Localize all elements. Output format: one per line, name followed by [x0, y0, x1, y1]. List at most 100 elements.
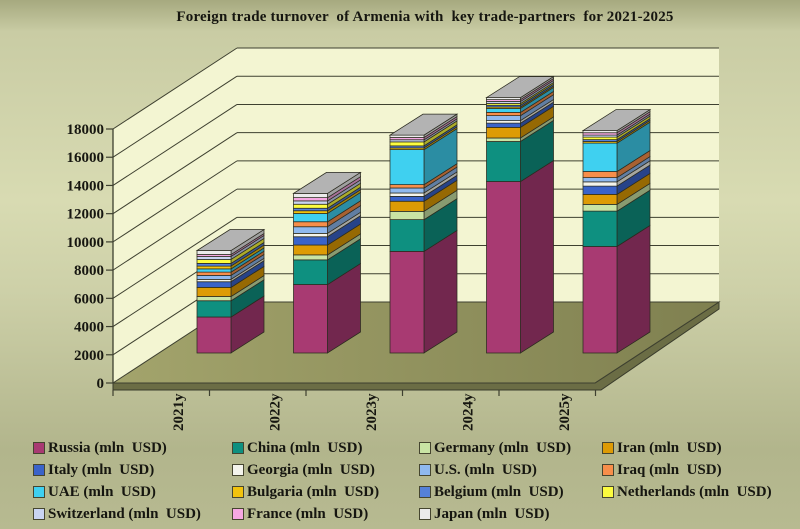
bar-segment-netherlands-2022y[interactable]	[293, 203, 328, 209]
legend-item-bulgaria[interactable]: Bulgaria (mln USD)	[232, 481, 419, 503]
bar-segment-germany-2024y[interactable]	[486, 137, 521, 142]
legend-item-iraq[interactable]: Iraq (mln USD)	[602, 459, 796, 481]
bar-segment-side-russia-2024y[interactable]	[520, 159, 554, 354]
bar-top-2021y[interactable]	[195, 229, 266, 251]
bar-segment-u.s.-2023y[interactable]	[389, 187, 425, 194]
bar-segment-italy-2025y[interactable]	[582, 185, 618, 195]
bar-segment-uae-2025y[interactable]	[582, 142, 618, 172]
bar-segment-russia-2023y[interactable]	[389, 251, 425, 354]
legend-item-russia[interactable]: Russia (mln USD)	[33, 437, 232, 459]
legend-item-us[interactable]: U.S. (mln USD)	[419, 459, 602, 481]
legend-swatch-france	[232, 508, 244, 520]
bar-segment-iraq-2024y[interactable]	[486, 112, 521, 117]
bar-segment-russia-2024y[interactable]	[486, 181, 521, 354]
bar-segment-italy-2022y[interactable]	[293, 236, 328, 246]
y-axis-label: 14000	[67, 178, 105, 194]
bar-segment-germany-2025y[interactable]	[582, 204, 618, 212]
bar-segment-italy-2023y[interactable]	[389, 195, 425, 202]
bar-segment-uae-2022y[interactable]	[293, 213, 328, 223]
bar-segment-iran-2024y[interactable]	[486, 126, 521, 139]
bar-segment-belgium-2022y[interactable]	[293, 207, 328, 212]
bar-segment-iran-2022y[interactable]	[293, 244, 328, 256]
legend-item-uae[interactable]: UAE (mln USD)	[33, 481, 232, 503]
bar-segment-iraq-2022y[interactable]	[293, 221, 328, 228]
bar-segment-italy-2021y[interactable]	[196, 281, 232, 288]
bar-segment-switzerland-2021y[interactable]	[196, 256, 232, 260]
legend-swatch-italy	[33, 464, 45, 476]
legend-item-italy[interactable]: Italy (mln USD)	[33, 459, 232, 481]
bar-segment-georgia-2024y[interactable]	[486, 120, 521, 124]
bar-top-2022y[interactable]	[292, 172, 362, 194]
bar-segment-uae-2023y[interactable]	[389, 149, 425, 186]
bar-top-2024y[interactable]	[485, 76, 555, 98]
bar-segment-iran-2025y[interactable]	[582, 194, 618, 205]
bar-segment-china-2022y[interactable]	[293, 259, 328, 285]
bar-top-2023y[interactable]	[388, 113, 459, 136]
legend-item-belgium[interactable]: Belgium (mln USD)	[419, 481, 602, 503]
bar-segment-side-russia-2023y[interactable]	[423, 229, 458, 354]
legend-item-france[interactable]: France (mln USD)	[232, 503, 419, 525]
bar-segment-u.s.-2022y[interactable]	[293, 226, 328, 234]
bar-segment-netherlands-2023y[interactable]	[389, 141, 425, 147]
legend-swatch-china	[232, 442, 244, 454]
gridline-diagonal	[112, 188, 238, 271]
bar-segment-iraq-2023y[interactable]	[389, 184, 425, 189]
gridline-diagonal	[112, 216, 238, 299]
gridline-diagonal	[112, 47, 238, 130]
y-axis-label: 6000	[74, 291, 104, 307]
y-axis-label: 2000	[74, 348, 104, 364]
legend-item-georgia[interactable]: Georgia (mln USD)	[232, 459, 419, 481]
bar-segment-japan-2021y[interactable]	[196, 250, 232, 255]
bar-segment-georgia-2022y[interactable]	[293, 232, 328, 238]
bar-segment-russia-2022y[interactable]	[293, 284, 328, 354]
legend-item-iran[interactable]: Iran (mln USD)	[602, 437, 796, 459]
bar-segment-bulgaria-2021y[interactable]	[196, 265, 232, 270]
bar-segment-iran-2021y[interactable]	[196, 287, 232, 297]
bar-segment-russia-2021y[interactable]	[196, 316, 232, 354]
bar-segment-u.s.-2021y[interactable]	[196, 275, 232, 280]
bar-top-2025y[interactable]	[581, 109, 652, 131]
legend-label-france: France (mln USD)	[247, 506, 369, 522]
bar-segment-china-2021y[interactable]	[196, 300, 232, 318]
legend-label-russia: Russia (mln USD)	[48, 440, 167, 456]
bar-segment-switzerland-2022y[interactable]	[293, 200, 328, 205]
bar-segment-bulgaria-2022y[interactable]	[293, 210, 328, 214]
gridline-diagonal	[112, 160, 238, 243]
bar-segment-iran-2023y[interactable]	[389, 200, 425, 212]
legend-swatch-iraq	[602, 464, 614, 476]
bar-segment-germany-2022y[interactable]	[293, 254, 328, 261]
legend-swatch-us	[419, 464, 431, 476]
legend-label-switzerland: Switzerland (mln USD)	[48, 506, 201, 522]
bar-segment-italy-2024y[interactable]	[486, 122, 521, 128]
bar-segment-u.s.-2025y[interactable]	[582, 177, 618, 183]
bar-segment-iraq-2021y[interactable]	[196, 271, 232, 276]
bar-segment-china-2025y[interactable]	[582, 210, 618, 247]
legend-item-netherlands[interactable]: Netherlands (mln USD)	[602, 481, 796, 503]
bar-segment-side-russia-2025y[interactable]	[616, 224, 651, 354]
bar-segment-georgia-2023y[interactable]	[389, 192, 425, 197]
chart-legend: Russia (mln USD) China (mln USD) Germany…	[33, 437, 796, 525]
bar-segment-netherlands-2025y[interactable]	[582, 136, 618, 141]
bar-segment-france-2022y[interactable]	[293, 197, 328, 202]
bar-segment-germany-2021y[interactable]	[196, 296, 232, 302]
legend-item-germany[interactable]: Germany (mln USD)	[419, 437, 602, 459]
legend-label-italy: Italy (mln USD)	[48, 462, 155, 478]
bar-segment-china-2023y[interactable]	[389, 219, 425, 252]
legend-item-switzerland[interactable]: Switzerland (mln USD)	[33, 503, 232, 525]
bar-segment-iraq-2025y[interactable]	[582, 171, 618, 178]
bar-segment-uae-2021y[interactable]	[196, 268, 232, 273]
bar-segment-china-2024y[interactable]	[486, 141, 521, 182]
gridline-diagonal	[112, 75, 238, 158]
legend-item-japan[interactable]: Japan (mln USD)	[419, 503, 602, 525]
bar-segment-russia-2025y[interactable]	[582, 246, 618, 354]
bar-segment-netherlands-2021y[interactable]	[196, 259, 232, 264]
bar-segment-uae-2024y[interactable]	[486, 108, 521, 113]
y-axis-label: 16000	[67, 150, 105, 166]
bar-segment-georgia-2025y[interactable]	[582, 181, 618, 187]
bar-segment-germany-2023y[interactable]	[389, 210, 425, 221]
legend-item-china[interactable]: China (mln USD)	[232, 437, 419, 459]
bar-segment-japan-2022y[interactable]	[293, 193, 328, 199]
bar-segment-belgium-2021y[interactable]	[196, 263, 232, 267]
legend-label-japan: Japan (mln USD)	[434, 506, 550, 522]
bar-segment-u.s.-2024y[interactable]	[486, 115, 521, 121]
